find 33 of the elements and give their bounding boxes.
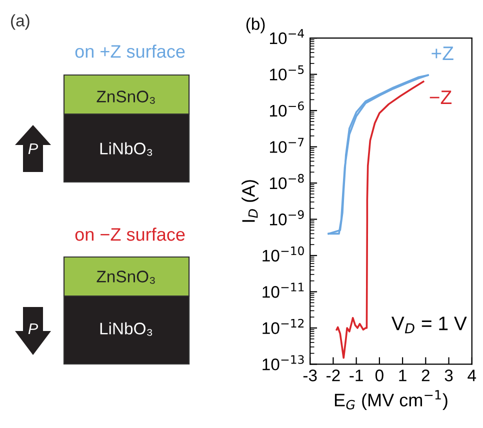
text: (a) bbox=[11, 14, 30, 30]
y-tick-label: 10$^{−10}$ bbox=[262, 246, 304, 262]
text: LiNbO₃ bbox=[100, 142, 152, 156]
y-tick-label: 10$^{−11}$ bbox=[262, 282, 304, 298]
y-tick-label: 10$^{−5}$ bbox=[270, 65, 304, 80]
text: on −Z surface bbox=[75, 228, 185, 241]
x-tick-label: -1 bbox=[350, 370, 363, 382]
y-tick-label: 10$^{−6}$ bbox=[270, 101, 304, 117]
x-axis-title: E$_{G}$ (MV cm$^{−1}$) bbox=[334, 390, 448, 410]
x-tick-label: 0 bbox=[375, 370, 384, 382]
x-tick-label: 4 bbox=[468, 370, 476, 382]
x-tick-label: -3 bbox=[303, 370, 317, 382]
y-axis-title: I$_{D}$ (A) bbox=[242, 180, 258, 222]
text: P bbox=[28, 323, 38, 334]
text: LiNbO₃ bbox=[100, 322, 152, 336]
text: ZnSnO₃ bbox=[96, 90, 155, 104]
y-tick-label: 10$^{−8}$ bbox=[270, 174, 304, 190]
series-label: −Z bbox=[430, 90, 452, 104]
y-tick-label: 10$^{−12}$ bbox=[262, 318, 304, 334]
annotation: V$_{D}$ = 1 V bbox=[391, 316, 467, 334]
y-tick-label: 10$^{−13}$ bbox=[262, 355, 304, 370]
series-label: +Z bbox=[432, 46, 454, 60]
x-tick-label: 2 bbox=[422, 370, 430, 382]
chart-title: (b) bbox=[246, 18, 265, 34]
x-tick-label: 3 bbox=[444, 370, 453, 382]
y-tick-label: 10$^{−7}$ bbox=[270, 138, 304, 153]
text: ZnSnO₃ bbox=[96, 270, 155, 284]
x-tick-label: -2 bbox=[326, 370, 340, 382]
y-tick-label: 10$^{−4}$ bbox=[270, 29, 304, 44]
y-tick-label: 10$^{−9}$ bbox=[270, 210, 304, 226]
x-tick-label: 1 bbox=[399, 370, 406, 382]
text: P bbox=[28, 143, 38, 154]
text: on +Z surface bbox=[75, 44, 185, 58]
